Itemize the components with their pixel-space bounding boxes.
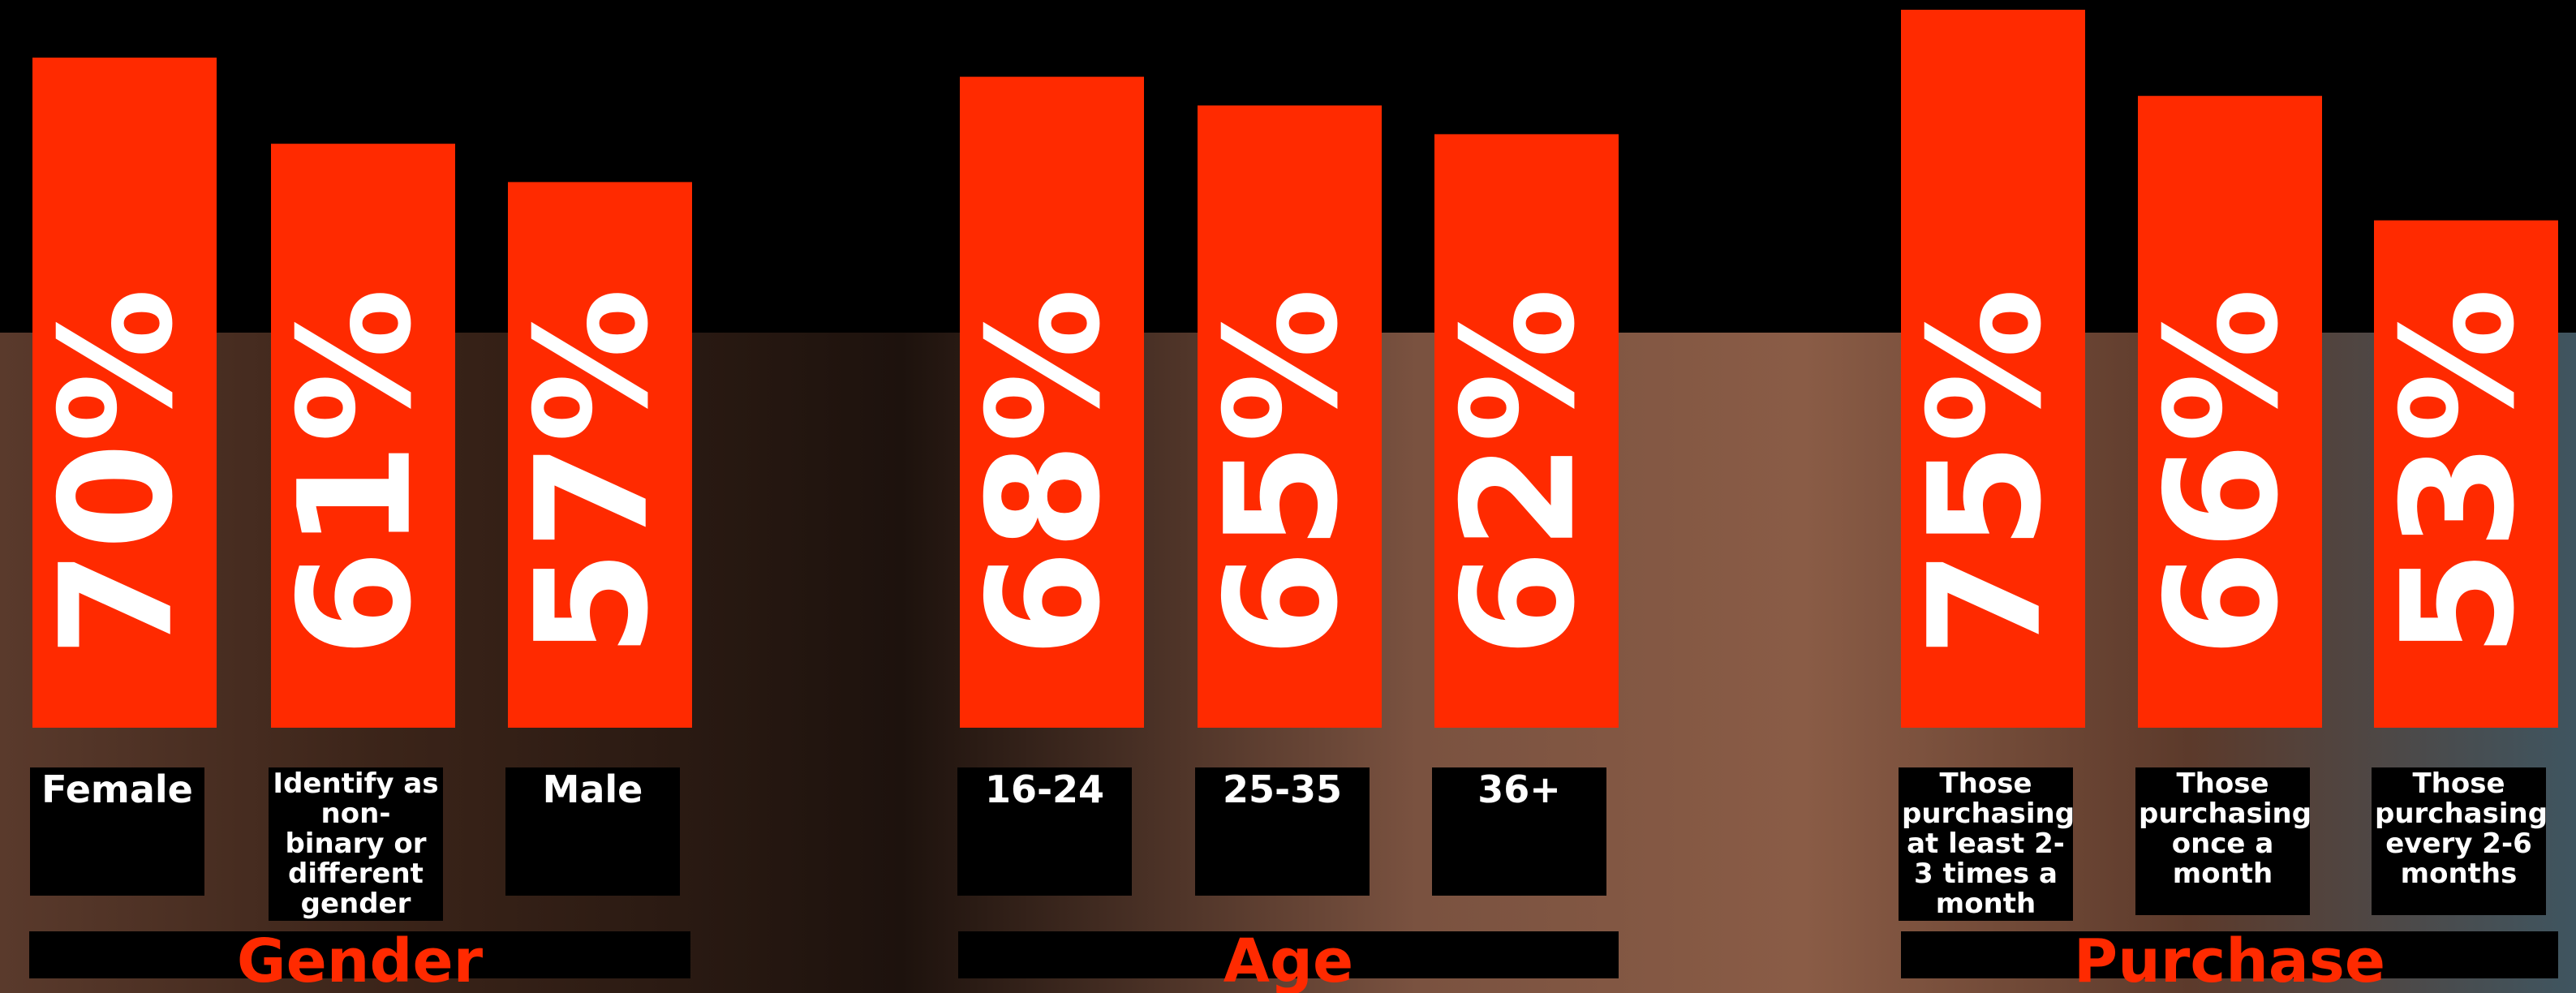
value-label: 57%	[503, 288, 682, 657]
bar	[1434, 134, 1619, 728]
bar	[32, 58, 217, 728]
value-label: 53%	[2369, 288, 2548, 657]
category-label: Those purchasing at least 2-3 times a mo…	[1899, 767, 2075, 921]
category-label: Female	[30, 767, 204, 896]
category-label: 25-35	[1195, 767, 1370, 896]
group-title: Age	[958, 931, 1619, 991]
bar	[508, 182, 692, 728]
value-label: 62%	[1430, 288, 1609, 657]
bar	[2374, 220, 2558, 729]
bar	[1901, 10, 2085, 728]
bar	[271, 144, 455, 728]
category-label: 16-24	[957, 767, 1132, 896]
category-label: Identify as non-binary or different gend…	[269, 767, 443, 921]
category-label: Those purchasing every 2-6 months	[2372, 767, 2548, 915]
bar	[1198, 105, 1382, 728]
value-label: 61%	[266, 288, 445, 657]
value-label: 75%	[1896, 288, 2075, 657]
bar	[960, 76, 1144, 729]
group-title: Purchase	[1901, 931, 2558, 991]
bar	[2138, 96, 2322, 728]
category-label: Male	[505, 767, 680, 896]
value-label: 66%	[2133, 288, 2312, 657]
value-label: 68%	[955, 288, 1134, 657]
value-label: 65%	[1193, 288, 1372, 657]
group-title: Gender	[29, 931, 690, 991]
category-label: Those purchasing once a month	[2135, 767, 2312, 915]
value-label: 70%	[28, 288, 207, 657]
category-label: 36+	[1432, 767, 1606, 896]
